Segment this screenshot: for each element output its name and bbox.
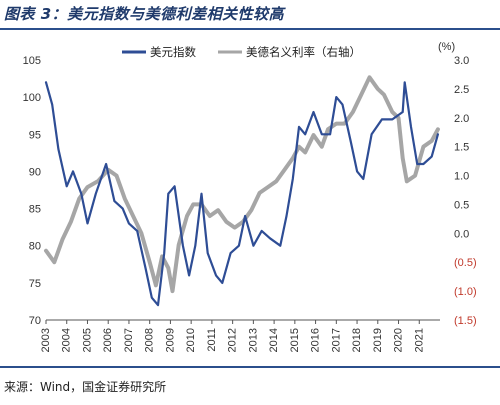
x-tick-label: 2007 xyxy=(123,328,135,352)
y-left-tick-label: 85 xyxy=(29,204,41,216)
y-left-tick-label: 90 xyxy=(29,166,41,178)
x-tick-label: 2013 xyxy=(247,328,259,352)
legend-label-spread: 美德名义利率（右轴） xyxy=(246,45,361,59)
legend-label-usd-index: 美元指数 xyxy=(150,45,196,59)
x-tick-label: 2016 xyxy=(310,328,322,352)
y-right-tick-label: (1.0) xyxy=(454,286,477,298)
bottom-rule xyxy=(0,366,500,368)
x-tick-label: 2010 xyxy=(185,328,197,352)
series-line-usd-index xyxy=(44,81,439,307)
y-left-tick-label: 80 xyxy=(29,241,41,253)
x-tick-label: 2008 xyxy=(144,328,156,352)
x-tick-label: 2003 xyxy=(40,328,52,352)
y-right-tick-label: (0.5) xyxy=(454,257,477,269)
y-right-tick-label: 3.0 xyxy=(454,55,469,67)
y-right-tick-label: (1.5) xyxy=(454,315,477,327)
y-right-tick-label: 2.0 xyxy=(454,113,469,125)
axes-layer: 2003 2004 2005 2006 2007 2008 2009 2010 2011 2012… xyxy=(23,55,477,352)
series-layer xyxy=(44,75,440,307)
x-tick-label: 2014 xyxy=(268,328,280,352)
y-right-tick-label: 0.0 xyxy=(454,228,469,240)
x-tick-label: 2021 xyxy=(413,328,425,352)
x-tick-label: 2019 xyxy=(372,328,384,352)
y-left-tick-label: 70 xyxy=(29,315,41,327)
series-line-spread xyxy=(44,75,440,294)
title-rule xyxy=(0,28,500,30)
y-left-tick-label: 105 xyxy=(23,55,41,67)
x-tick-label: 2004 xyxy=(61,328,73,352)
y-left-tick-label: 100 xyxy=(23,92,41,104)
x-tick-label: 2005 xyxy=(81,328,93,352)
x-tick-label: 2017 xyxy=(330,328,342,352)
y-left-tick-label: 75 xyxy=(29,278,41,290)
source-note: 来源：Wind，国金证券研究所 xyxy=(4,380,167,394)
x-tick-label: 2012 xyxy=(227,328,239,352)
x-tick-label: 2011 xyxy=(206,328,218,352)
legend: 美元指数 美德名义利率（右轴） xyxy=(122,45,361,59)
right-axis-unit: (%) xyxy=(438,41,455,53)
y-left-tick-label: 95 xyxy=(29,129,41,141)
x-tick-label: 2006 xyxy=(102,328,114,352)
y-right-tick-label: 2.5 xyxy=(454,84,469,96)
x-tick-label: 2020 xyxy=(393,328,405,352)
x-tick-label: 2018 xyxy=(351,328,363,352)
x-tick-label: 2009 xyxy=(164,328,176,352)
y-right-tick-label: 1.0 xyxy=(454,171,469,183)
y-right-tick-label: 0.5 xyxy=(454,199,469,211)
y-right-tick-label: 1.5 xyxy=(454,142,469,154)
figure-title: 图表 3：美元指数与美德利差相关性较高 xyxy=(4,5,285,23)
x-tick-label: 2015 xyxy=(289,328,301,352)
